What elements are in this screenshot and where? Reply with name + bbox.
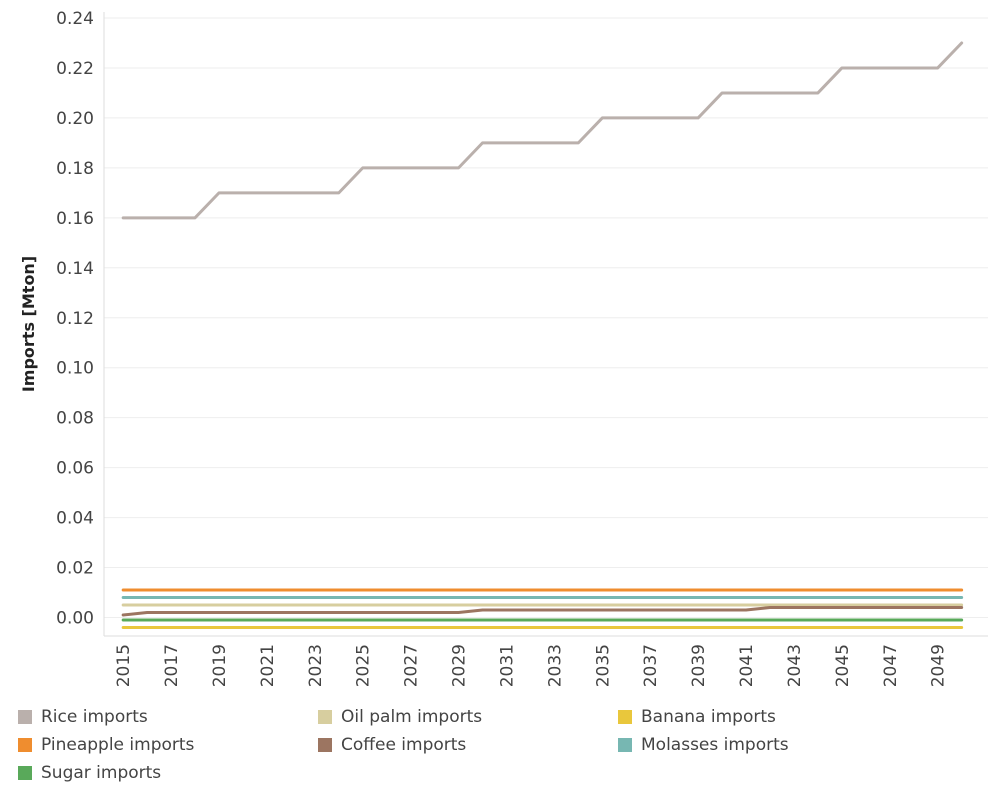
legend-swatch: [318, 710, 332, 724]
y-tick-label: 0.18: [56, 159, 94, 179]
y-tick-label: 0.12: [56, 309, 94, 329]
legend-item[interactable]: Coffee imports: [318, 734, 466, 756]
x-tick-label: 2023: [306, 644, 326, 687]
x-tick-label: 2047: [881, 644, 901, 687]
legend-label: Coffee imports: [341, 735, 467, 755]
legend-label: Oil palm imports: [341, 707, 483, 727]
x-tick-label: 2033: [545, 644, 565, 687]
x-tick-label: 2043: [785, 644, 805, 687]
legend-swatch: [318, 738, 332, 752]
x-tick-label: 2019: [210, 644, 230, 687]
legend-label: Sugar imports: [41, 763, 162, 783]
x-tick-label: 2021: [258, 644, 278, 687]
y-tick-label: 0.04: [56, 509, 94, 529]
x-tick-labels: 2015 2017 2019 2021 2023 2025 2027 2029 2031 2033…: [114, 644, 949, 687]
axes: [103, 12, 988, 637]
legend-label: Molasses imports: [641, 735, 789, 755]
legend-swatch: [18, 710, 32, 724]
legend-label: Pineapple imports: [41, 735, 195, 755]
gridlines: [104, 17, 988, 619]
y-tick-label: 0.00: [56, 609, 94, 629]
y-tick-label: 0.10: [56, 359, 94, 379]
legend-item[interactable]: Pineapple imports: [18, 734, 194, 756]
legend-item[interactable]: Molasses imports: [618, 734, 789, 756]
legend-item[interactable]: Rice imports: [18, 706, 148, 728]
legend-swatch: [618, 710, 632, 724]
y-tick-label: 0.16: [56, 209, 94, 229]
x-tick-label: 2037: [641, 644, 661, 687]
y-tick-label: 0.14: [56, 259, 94, 279]
x-tick-label: 2029: [450, 644, 470, 687]
x-tick-label: 2015: [114, 644, 134, 687]
y-tick-label: 0.24: [56, 9, 94, 29]
x-tick-label: 2041: [737, 644, 757, 687]
line-chart: 0.24 0.22 0.20 0.18 0.16 0.14 0.12 0.10 0.08 0.06…: [19, 9, 988, 687]
series-line-rice-imports: [121, 41, 964, 220]
legend-item[interactable]: Sugar imports: [18, 762, 161, 784]
legend-swatch: [18, 738, 32, 752]
legend-item[interactable]: Oil palm imports: [318, 706, 482, 728]
y-tick-label: 0.08: [56, 409, 94, 429]
x-tick-label: 2025: [354, 644, 374, 687]
legend-label: Banana imports: [641, 707, 776, 727]
y-tick-labels: 0.24 0.22 0.20 0.18 0.16 0.14 0.12 0.10 0.08 0.06…: [56, 9, 94, 629]
y-tick-label: 0.02: [56, 559, 94, 579]
series-lines: [121, 41, 964, 630]
legend-item[interactable]: Banana imports: [618, 706, 776, 728]
x-tick-label: 2017: [162, 644, 182, 687]
legend-swatch: [18, 766, 32, 780]
x-tick-label: 2045: [833, 644, 853, 687]
y-tick-label: 0.22: [56, 59, 94, 79]
series-line-coffee-imports: [121, 606, 964, 617]
legend-swatch: [618, 738, 632, 752]
x-tick-label: 2035: [593, 644, 613, 687]
x-tick-label: 2027: [402, 644, 422, 687]
legend-label: Rice imports: [41, 707, 148, 727]
x-tick-label: 2039: [689, 644, 709, 687]
x-tick-label: 2031: [497, 644, 517, 687]
y-axis-title: Imports [Mton]: [19, 256, 38, 392]
y-tick-label: 0.06: [56, 459, 94, 479]
legend: Rice imports Oil palm imports Banana impor…: [18, 706, 988, 792]
y-tick-label: 0.20: [56, 109, 94, 129]
x-tick-label: 2049: [929, 644, 949, 687]
